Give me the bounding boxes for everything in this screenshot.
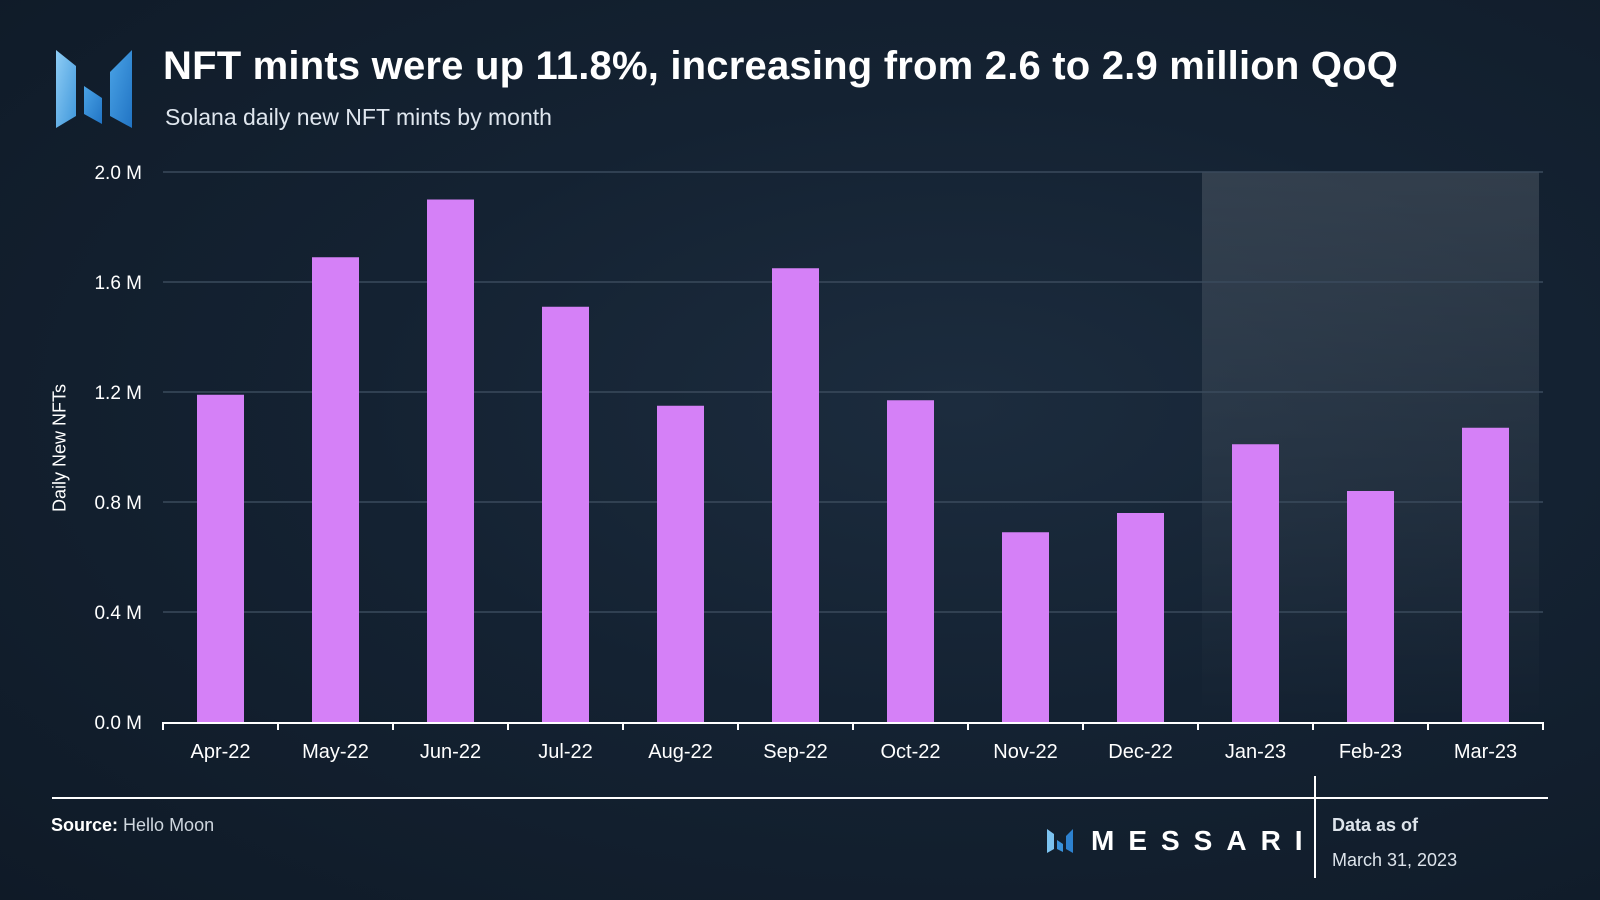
x-tick-label: Dec-22 (1108, 741, 1172, 763)
x-tick-label: Oct-22 (880, 741, 940, 763)
bar (197, 394, 244, 722)
chart-subtitle: Solana daily new NFT mints by month (165, 104, 552, 130)
bar (887, 400, 934, 722)
data-as-of-label: Data as of (1332, 815, 1419, 835)
x-tick-label: Jan-23 (1225, 741, 1286, 763)
messari-m-logo-icon (1047, 829, 1073, 853)
bar (1117, 513, 1164, 722)
y-tick-label: 2.0 M (94, 163, 142, 184)
bar (312, 257, 359, 722)
x-tick-label: Jun-22 (420, 741, 481, 763)
y-tick-label: 0.0 M (94, 713, 142, 734)
bar (1347, 491, 1394, 722)
x-tick-label: Mar-23 (1454, 741, 1517, 763)
x-tick-label: Nov-22 (993, 741, 1057, 763)
y-tick-label: 0.4 M (94, 603, 142, 624)
x-tick-label: Feb-23 (1339, 741, 1402, 763)
footer-vertical-divider (1314, 776, 1316, 878)
bar (427, 199, 474, 722)
source-label: Source: (51, 815, 119, 835)
source-value: Hello Moon (123, 815, 215, 835)
x-tick-label: Jul-22 (538, 741, 592, 763)
data-as-of-date: March 31, 2023 (1332, 850, 1458, 870)
bar (1232, 444, 1279, 722)
bar (1002, 532, 1049, 722)
x-tick-label: May-22 (302, 741, 369, 763)
chart-title: NFT mints were up 11.8%, increasing from… (163, 44, 1399, 88)
messari-logo-icon (56, 50, 132, 128)
x-tick-label: Apr-22 (190, 741, 250, 763)
bar (542, 306, 589, 722)
bar (1462, 427, 1509, 722)
y-tick-label: 1.6 M (94, 273, 142, 294)
brand-wordmark: MESSARI (1091, 825, 1317, 856)
bar (657, 405, 704, 722)
y-tick-label: 0.8 M (94, 493, 142, 514)
x-tick-label: Sep-22 (763, 741, 828, 763)
source-note: Source: Hello Moon (51, 815, 214, 836)
bar (772, 268, 819, 722)
messari-brand: MESSARI (1047, 825, 1317, 857)
x-tick-label: Aug-22 (648, 741, 713, 763)
footer-divider-line (52, 797, 1548, 799)
y-tick-label: 1.2 M (94, 383, 142, 404)
